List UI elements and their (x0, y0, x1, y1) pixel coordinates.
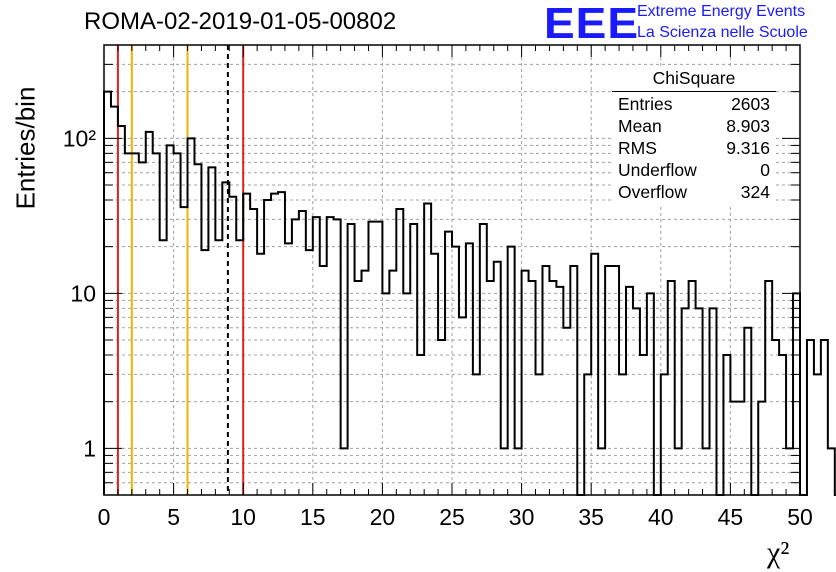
stats-key: RMS (618, 138, 657, 158)
stats-box: ChiSquare Entries 2603 Mean 8.903 RMS 9.… (612, 66, 776, 206)
eee-logo: EEE (544, 0, 640, 48)
stats-value: 2603 (731, 94, 770, 114)
eee-tagline-1: Extreme Energy Events (637, 3, 806, 20)
x-tick-label: 25 (439, 504, 465, 530)
x-tick-label: 50 (787, 504, 813, 530)
x-tick-label: 40 (648, 504, 674, 530)
stats-row: Mean 8.903 (618, 116, 770, 138)
stats-value: 8.903 (726, 116, 770, 136)
x-tick-label: 5 (167, 504, 180, 530)
y-axis-label: Entries/bin (10, 86, 41, 210)
run-title: ROMA-02-2019-01-05-00802 (84, 8, 397, 35)
x-tick-label: 45 (718, 504, 744, 530)
x-tick-label: 20 (370, 504, 396, 530)
y-tick-label: 10 (70, 280, 96, 306)
x-tick-label: 10 (230, 504, 256, 530)
stats-key: Underflow (618, 160, 697, 180)
stats-row: Underflow 0 (618, 160, 770, 182)
axis-ticks (103, 44, 801, 496)
stats-title: ChiSquare (652, 68, 736, 88)
x-tick-label: 15 (300, 504, 326, 530)
y-axis-label-box: Entries/bin (6, 87, 46, 210)
stats-key: Mean (618, 116, 662, 136)
stats-value: 324 (740, 182, 770, 202)
x-tick-label: 0 (98, 504, 111, 530)
y-tick-labels: 1 10 10² (63, 125, 97, 461)
x-tick-label: 35 (578, 504, 604, 530)
x-axis-label: χ² (767, 536, 790, 569)
y-tick-label: 1 (83, 435, 96, 461)
stats-title-rule (612, 91, 776, 92)
stats-key: Overflow (618, 182, 688, 202)
x-tick-label: 30 (509, 504, 535, 530)
y-tick-label: 10² (63, 125, 97, 151)
stats-value: 0 (760, 160, 770, 180)
stats-value: 9.316 (726, 138, 770, 158)
stats-row: RMS 9.316 (618, 138, 770, 160)
vertical-markers (116, 45, 245, 495)
stats-row: Overflow 324 (618, 182, 770, 204)
eee-tagline-2: La Scienza nelle Scuole (637, 24, 808, 41)
x-tick-labels: 0 5 10 15 20 25 30 35 40 45 50 (98, 504, 813, 530)
stats-key: Entries (618, 94, 673, 114)
grid-lines (104, 45, 800, 495)
stats-row: Entries 2603 (618, 94, 770, 116)
